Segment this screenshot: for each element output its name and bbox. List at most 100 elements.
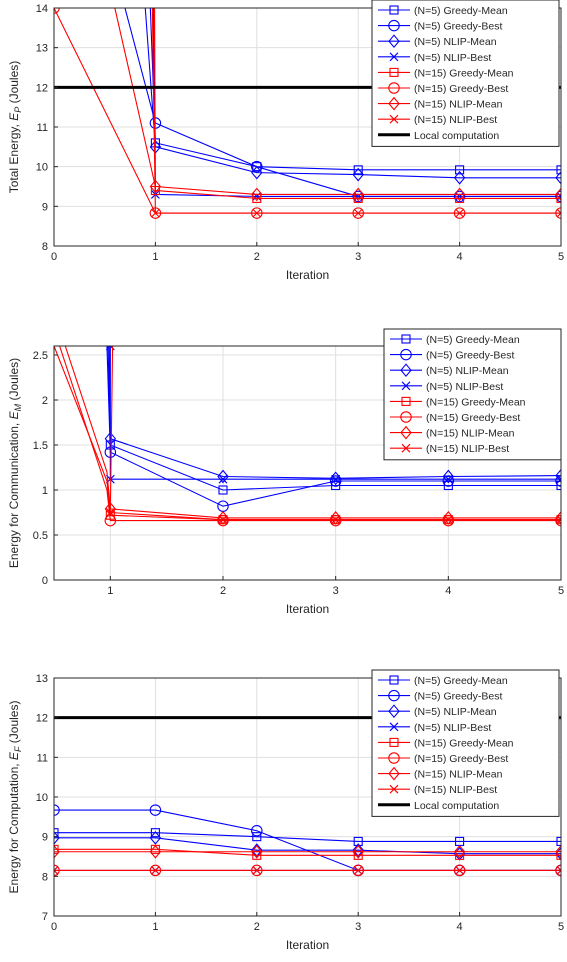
legend-item-n-15-nlip-best: (N=15) NLIP-Best	[378, 784, 497, 796]
y-tick-label: 9	[42, 832, 48, 844]
x-tick-label: 1	[152, 921, 158, 933]
data-point	[443, 515, 453, 525]
data-point	[455, 865, 464, 875]
legend-marker	[400, 425, 412, 440]
legend-label: (N=15) Greedy-Best	[414, 83, 508, 95]
data-point	[54, 828, 59, 838]
legend-marker	[401, 381, 411, 391]
x-axis-label: Iteration	[286, 938, 329, 952]
y-axis-label: Total Energy, EP (Joules)	[7, 61, 23, 194]
y-tick-label: 1	[42, 485, 48, 497]
data-point	[353, 865, 363, 875]
legend-item-n-5-nlip-mean: (N=5) NLIP-Mean	[378, 34, 497, 49]
data-point	[331, 515, 341, 525]
legend-marker	[400, 411, 412, 423]
legend-marker	[400, 363, 412, 378]
series-line	[144, 8, 561, 179]
data-point	[442, 514, 455, 527]
x-axis-label: Iteration	[286, 602, 329, 616]
series-line	[54, 848, 561, 856]
y-tick-label: 0.5	[33, 530, 48, 542]
legend-item-local-computation: Local computation	[378, 130, 499, 142]
data-point	[54, 844, 60, 859]
data-point	[331, 474, 341, 484]
legend-marker	[389, 784, 399, 794]
legend-marker	[388, 82, 400, 94]
data-point	[453, 844, 466, 859]
data-point	[352, 187, 364, 202]
legend-item-n-5-greedy-mean: (N=5) Greedy-Mean	[378, 5, 508, 17]
data-point	[218, 485, 228, 495]
legend-label: (N=5) Greedy-Best	[414, 691, 502, 703]
x-axis-ticks: 1 2 3 4 5	[107, 576, 564, 597]
data-point	[252, 865, 262, 875]
x-tick-label: 5	[558, 251, 564, 263]
data-point	[556, 836, 561, 846]
legend-item-n-15-greedy-best: (N=15) Greedy-Best	[378, 752, 508, 765]
legend-item-n-5-greedy-best: (N=5) Greedy-Best	[378, 19, 502, 33]
series-line	[153, 8, 561, 199]
legend-item-n-5-greedy-best: (N=5) Greedy-Best	[390, 348, 514, 362]
legend-label: (N=15) NLIP-Mean	[426, 428, 515, 440]
legend-item-n-15-nlip-mean: (N=15) NLIP-Mean	[378, 96, 503, 111]
data-point	[555, 170, 561, 185]
legend-label: Local computation	[414, 130, 499, 142]
series-line	[106, 346, 561, 507]
data-point	[329, 514, 342, 527]
y-axis-ticks: 7 8 9 10 11 12 13	[36, 673, 58, 923]
data-point	[555, 187, 561, 202]
data-point	[442, 475, 455, 487]
data-point	[556, 474, 561, 484]
legend-item-n-15-nlip-mean: (N=15) NLIP-Mean	[390, 425, 515, 440]
y-tick-label: 2.5	[33, 350, 48, 362]
legend: (N=5) Greedy-Mean (N=5) Greedy-Best (N=5) …	[371, 669, 560, 817]
legend-item-n-15-nlip-best: (N=15) NLIP-Best	[378, 114, 497, 126]
series-line	[59, 346, 561, 522]
data-point	[353, 192, 363, 201]
x-tick-label: 0	[51, 921, 57, 933]
legend-marker	[388, 704, 400, 719]
legend-marker	[388, 34, 400, 49]
data-point	[455, 208, 464, 218]
legend-marker	[388, 689, 400, 702]
data-point	[149, 804, 162, 816]
legend-marker	[401, 396, 411, 406]
legend-item-n-15-nlip-mean: (N=15) NLIP-Mean	[378, 766, 503, 781]
y-tick-label: 12	[36, 713, 48, 725]
data-point	[54, 804, 60, 816]
legend-label: (N=5) NLIP-Mean	[414, 36, 497, 48]
y-axis-ticks: 0 0.5 1 1.5 2 2.5	[33, 350, 58, 587]
legend-label: (N=5) Greedy-Best	[426, 350, 514, 362]
data-point	[556, 208, 561, 218]
data-point	[352, 167, 364, 182]
legend-marker	[401, 334, 411, 344]
data-point	[556, 850, 561, 860]
legend-item-n-15-greedy-mean: (N=15) Greedy-Mean	[390, 396, 526, 408]
series-line	[54, 837, 561, 855]
legend-label: (N=15) Greedy-Best	[414, 753, 508, 765]
data-point	[251, 844, 263, 859]
data-point	[217, 469, 229, 484]
x-tick-label: 4	[445, 585, 451, 597]
series-line	[54, 832, 561, 842]
data-point	[54, 844, 59, 854]
data-point	[453, 187, 466, 202]
data-point	[151, 208, 160, 218]
x-tick-label: 3	[333, 585, 339, 597]
y-tick-label: 9	[42, 201, 48, 213]
data-point	[556, 165, 561, 175]
legend-label: (N=15) Greedy-Mean	[414, 737, 514, 749]
series-n-15-nlip-mean	[54, 844, 561, 859]
x-tick-label: 1	[152, 251, 158, 263]
series-layer	[54, 346, 561, 527]
data-point	[455, 165, 465, 175]
legend-label: (N=15) Greedy-Mean	[426, 396, 526, 408]
chart-2: 1 2 3 4 5 0 0.5 1 1.5 2 2.5 Iteration Energy for Com…	[7, 328, 564, 616]
legend-marker	[388, 19, 400, 32]
data-point	[556, 865, 561, 875]
legend-item-n-15-nlip-best: (N=15) NLIP-Best	[390, 443, 509, 455]
series-n-15-nlip-best	[105, 346, 561, 525]
y-tick-label: 13	[36, 673, 48, 685]
data-point	[251, 824, 263, 837]
